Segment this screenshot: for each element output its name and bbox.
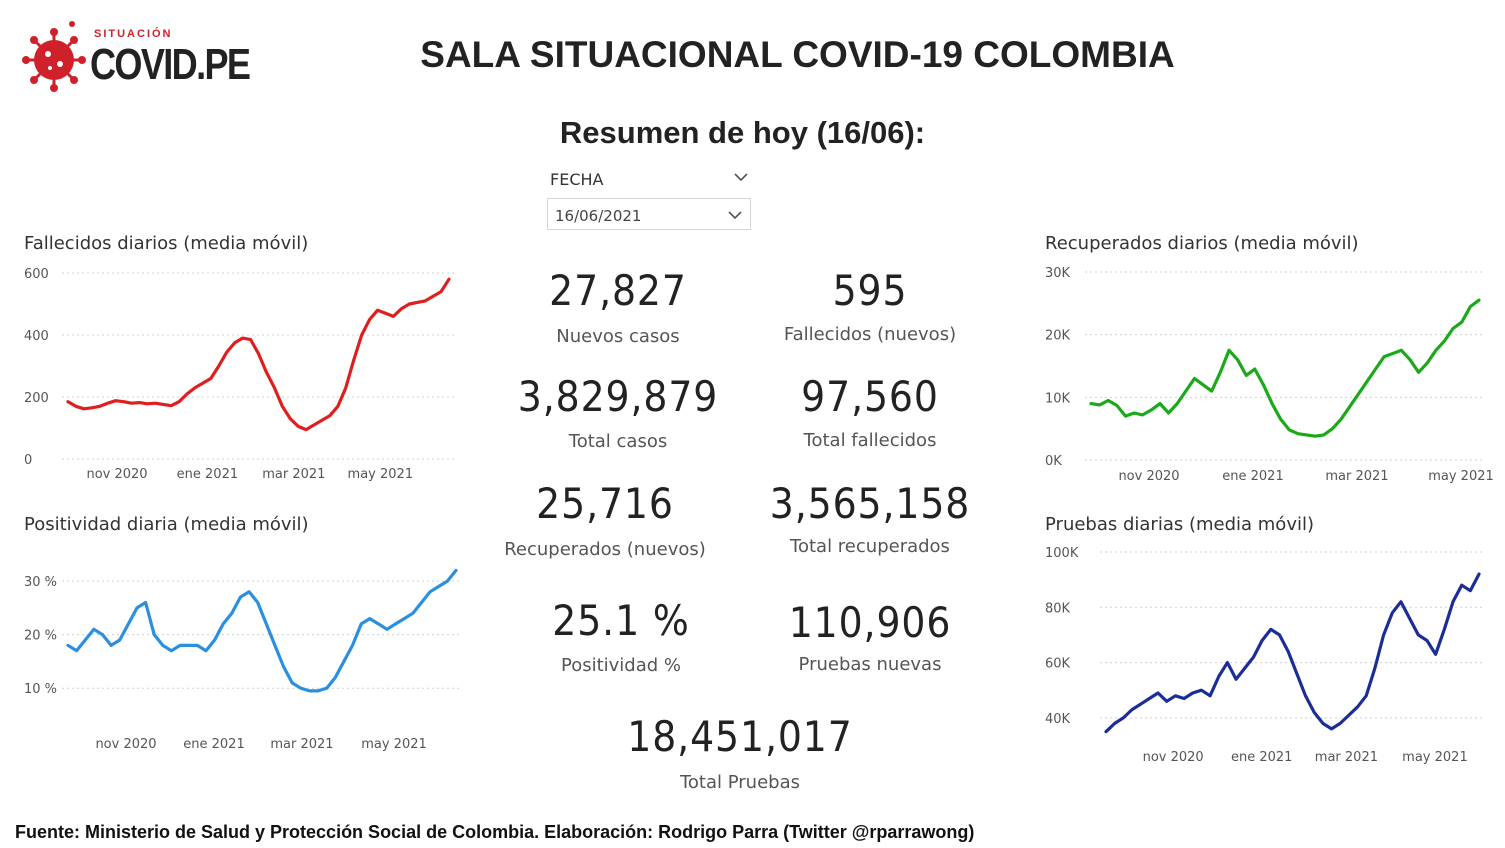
recovered-chart: 0K 10K 20K 30K nov 2020 ene 2021 mar 2021 may 2… <box>1045 266 1494 484</box>
kpi-value: 97,560 <box>801 372 939 421</box>
kpi-label: Nuevos casos <box>556 326 680 347</box>
kpi-value: 18,451,017 <box>627 712 853 761</box>
x-tick-label: mar 2021 <box>270 737 333 752</box>
y-tick-label: 60K <box>1045 657 1071 672</box>
chart-title: Pruebas diarias (media móvil) <box>1045 514 1314 535</box>
page-title: SALA SITUACIONAL COVID-19 COLOMBIA <box>420 34 1175 75</box>
series-line <box>66 568 458 693</box>
logo-small-text: SITUACIÓN <box>94 28 173 40</box>
y-tick-label: 200 <box>24 391 49 406</box>
x-tick-label: mar 2021 <box>1315 750 1378 765</box>
deaths-chart: 0 200 400 600 nov 2020 ene 2021 mar 2021 may 20… <box>24 267 455 482</box>
chart-title: Fallecidos diarios (media móvil) <box>24 233 309 254</box>
date-select[interactable]: 16/06/2021 <box>547 198 751 230</box>
kpi-label: Fallecidos (nuevos) <box>783 324 957 345</box>
y-tick-label: 30 % <box>24 575 57 590</box>
x-tick-label: ene 2021 <box>1222 469 1283 484</box>
kpi-label: Positividad % <box>560 655 682 676</box>
x-tick-label: nov 2020 <box>95 737 156 752</box>
tests-chart: 40K 60K 80K 100K nov 2020 ene 2021 mar 2021 may… <box>1045 546 1485 765</box>
x-tick-label: may 2021 <box>348 467 414 482</box>
footer-source: Fuente: Ministerio de Salud y Protección… <box>15 822 975 842</box>
date-select-value: 16/06/2021 <box>555 207 642 225</box>
y-tick-label: 80K <box>1045 601 1071 616</box>
y-tick-label: 20 % <box>24 629 57 644</box>
x-tick-label: ene 2021 <box>177 467 238 482</box>
kpi-value: 110,906 <box>788 598 952 647</box>
kpi-label: Total fallecidos <box>803 430 937 451</box>
y-tick-label: 10K <box>1045 391 1071 406</box>
kpi-value: 25,716 <box>536 479 674 528</box>
logo-big-text: COVID.PE <box>90 40 251 89</box>
x-tick-label: ene 2021 <box>183 737 244 752</box>
chart-title: Recuperados diarios (media móvil) <box>1045 233 1359 254</box>
y-tick-label: 30K <box>1045 266 1071 281</box>
kpi-value: 595 <box>832 266 908 315</box>
x-tick-label: may 2021 <box>361 737 427 752</box>
x-tick-label: nov 2020 <box>1143 750 1204 765</box>
kpi-value: 3,829,879 <box>517 372 719 421</box>
chevron-down-icon <box>728 211 742 220</box>
logo: SITUACIÓN COVID.PE <box>22 18 251 98</box>
positivity-chart: 10 % 20 % 30 % nov 2020 ene 2021 mar 2021 may … <box>24 568 462 752</box>
y-tick-label: 20K <box>1045 329 1071 344</box>
kpi-value: 27,827 <box>549 266 687 315</box>
summary-title: Resumen de hoy (16/06): <box>559 115 926 150</box>
y-tick-label: 40K <box>1045 712 1071 727</box>
series-line <box>66 277 451 432</box>
y-tick-label: 10 % <box>24 682 57 697</box>
date-filter-label: FECHA <box>550 170 604 189</box>
y-tick-label: 0K <box>1045 454 1062 469</box>
chart-title: Positividad diaria (media móvil) <box>24 514 309 535</box>
x-tick-label: nov 2020 <box>1118 469 1179 484</box>
y-tick-label: 600 <box>24 267 49 282</box>
kpi-label: Total casos <box>568 431 668 452</box>
kpi-label: Recuperados (nuevos) <box>504 539 706 560</box>
x-tick-label: may 2021 <box>1428 469 1494 484</box>
kpi-label: Pruebas nuevas <box>798 654 942 675</box>
x-tick-label: mar 2021 <box>1325 469 1388 484</box>
y-tick-label: 0 <box>24 453 32 468</box>
kpi-label: Total Pruebas <box>679 772 800 793</box>
x-tick-label: nov 2020 <box>86 467 147 482</box>
kpi-value: 25.1 % <box>552 596 690 645</box>
x-tick-label: mar 2021 <box>262 467 325 482</box>
chevron-down-icon[interactable] <box>732 168 750 186</box>
virus-icon <box>22 21 86 92</box>
y-tick-label: 100K <box>1045 546 1079 561</box>
series-line <box>1089 298 1481 438</box>
kpi-value: 3,565,158 <box>769 479 971 528</box>
x-tick-label: ene 2021 <box>1231 750 1292 765</box>
x-tick-label: may 2021 <box>1402 750 1468 765</box>
series-line <box>1104 572 1481 734</box>
y-tick-label: 400 <box>24 329 49 344</box>
kpi-label: Total recuperados <box>790 536 950 557</box>
